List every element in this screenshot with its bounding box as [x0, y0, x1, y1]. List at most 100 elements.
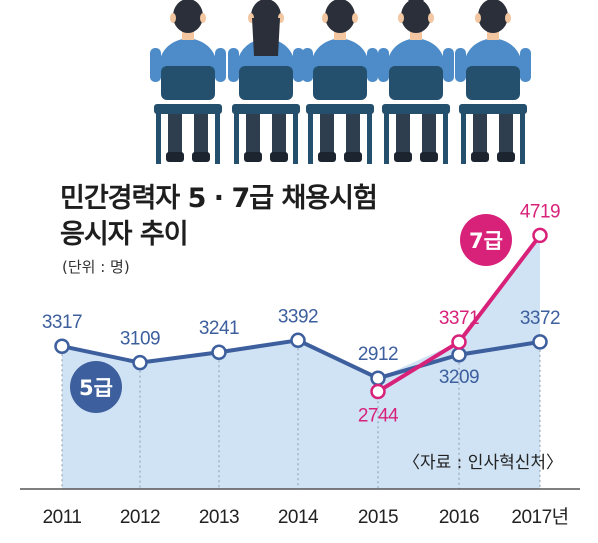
- badge-label: 7급: [469, 229, 503, 253]
- arm-left: [228, 48, 239, 82]
- shoe-right: [270, 152, 288, 162]
- chair-seat: [382, 104, 450, 114]
- shoe-left: [394, 152, 412, 162]
- data-label-grade5: 3372: [520, 308, 560, 329]
- shoe-right: [497, 152, 515, 162]
- unit-label: (단위 : 명): [62, 258, 130, 276]
- leg-left: [320, 108, 334, 156]
- arm-left: [302, 48, 313, 82]
- leg-right: [272, 108, 286, 156]
- chair-leg-right: [367, 112, 372, 164]
- arm-left: [455, 48, 466, 82]
- leg-left: [168, 108, 182, 156]
- arm-right: [520, 48, 531, 82]
- source-note: 〈자료 : 인사혁신처〉: [403, 453, 563, 473]
- ear-left: [170, 13, 176, 23]
- chair-seat: [459, 104, 527, 114]
- long-hair: [252, 18, 280, 56]
- legend-badge-grade5: 5급: [70, 361, 122, 413]
- x-tick-label: 2011: [43, 507, 82, 528]
- x-tick-label: 2017년: [511, 506, 568, 528]
- ear-left: [398, 13, 404, 23]
- leg-right: [499, 108, 513, 156]
- point-grade5: [532, 334, 548, 350]
- chair-leg-left: [156, 112, 161, 164]
- chair-seat: [306, 104, 374, 114]
- leg-left: [246, 108, 260, 156]
- data-label-grade7: 4719: [520, 201, 560, 222]
- person-4: [378, 0, 454, 164]
- badge-circle: [460, 214, 512, 266]
- x-tick-label: 2016: [439, 507, 479, 528]
- plot-area: 3317 3109 3241 3392 2912 3209 3372 2744 3371 4719…: [20, 201, 580, 528]
- neck: [487, 30, 499, 40]
- leg-left: [473, 108, 487, 156]
- arm-right: [293, 48, 304, 82]
- arm-left: [150, 48, 161, 82]
- x-tick-label: 2012: [120, 507, 160, 528]
- shoe-right: [192, 152, 210, 162]
- ear-right: [505, 13, 511, 23]
- ear-left: [475, 13, 481, 23]
- person-3: [302, 0, 378, 164]
- point-grade5: [290, 332, 306, 349]
- chair-back: [239, 66, 293, 100]
- chair-leg-left: [234, 112, 239, 164]
- arm-left: [378, 48, 389, 82]
- chair-leg-right: [520, 112, 525, 164]
- chair-leg-left: [308, 112, 313, 164]
- chart-title-line-2: 응시자 추이: [60, 219, 189, 250]
- point-grade5: [451, 347, 467, 363]
- neck: [334, 30, 346, 40]
- head-hair: [401, 0, 431, 33]
- ear-right: [352, 13, 358, 23]
- x-tick-label: 2014: [278, 507, 319, 528]
- shoe-left: [244, 152, 262, 162]
- chair-back: [389, 66, 443, 100]
- data-label-grade5: 3317: [42, 312, 82, 333]
- chair-leg-left: [461, 112, 466, 164]
- shoe-left: [318, 152, 336, 162]
- data-label-grade5: 3241: [199, 318, 239, 339]
- shoe-right: [344, 152, 362, 162]
- chair-leg-right: [215, 112, 220, 164]
- chair-leg-right: [293, 112, 298, 164]
- shoe-right: [420, 152, 438, 162]
- chair-back: [313, 66, 367, 100]
- arm-right: [367, 48, 378, 82]
- data-label-grade5: 3392: [278, 306, 318, 327]
- hair-bun: [408, 0, 424, 6]
- leg-right: [346, 108, 360, 156]
- person-2: [228, 0, 304, 164]
- data-label-grade5: 3209: [439, 367, 479, 388]
- point-grade7: [451, 334, 467, 350]
- point-grade7: [532, 227, 548, 244]
- data-label-grade7: 2744: [358, 406, 399, 427]
- shoe-left: [166, 152, 184, 162]
- legend-badge-grade7: 7급: [460, 214, 512, 266]
- ear-right: [428, 13, 434, 23]
- shoe-left: [471, 152, 489, 162]
- chair-seat: [232, 104, 300, 114]
- chair-leg-right: [443, 112, 448, 164]
- chart-title-line-1: 민간경력자 5 · 7급 채용시험: [60, 183, 378, 214]
- data-label-grade5: 2912: [358, 344, 398, 365]
- point-grade5: [132, 354, 148, 371]
- data-label-grade5: 3109: [120, 329, 160, 350]
- ear-left: [322, 13, 328, 23]
- leg-right: [422, 108, 436, 156]
- leg-left: [396, 108, 410, 156]
- chair-seat: [154, 104, 222, 114]
- point-grade5: [370, 370, 386, 386]
- x-tick-label: 2013: [199, 507, 239, 528]
- point-grade5: [211, 344, 227, 360]
- neck: [410, 30, 422, 40]
- point-grade5: [54, 338, 70, 354]
- data-label-grade7: 3371: [439, 308, 479, 329]
- area-fill: [62, 235, 540, 489]
- seated-people-illustration: [150, 0, 531, 164]
- head-hair: [478, 0, 508, 33]
- neck: [182, 30, 194, 40]
- person-1: [150, 0, 226, 164]
